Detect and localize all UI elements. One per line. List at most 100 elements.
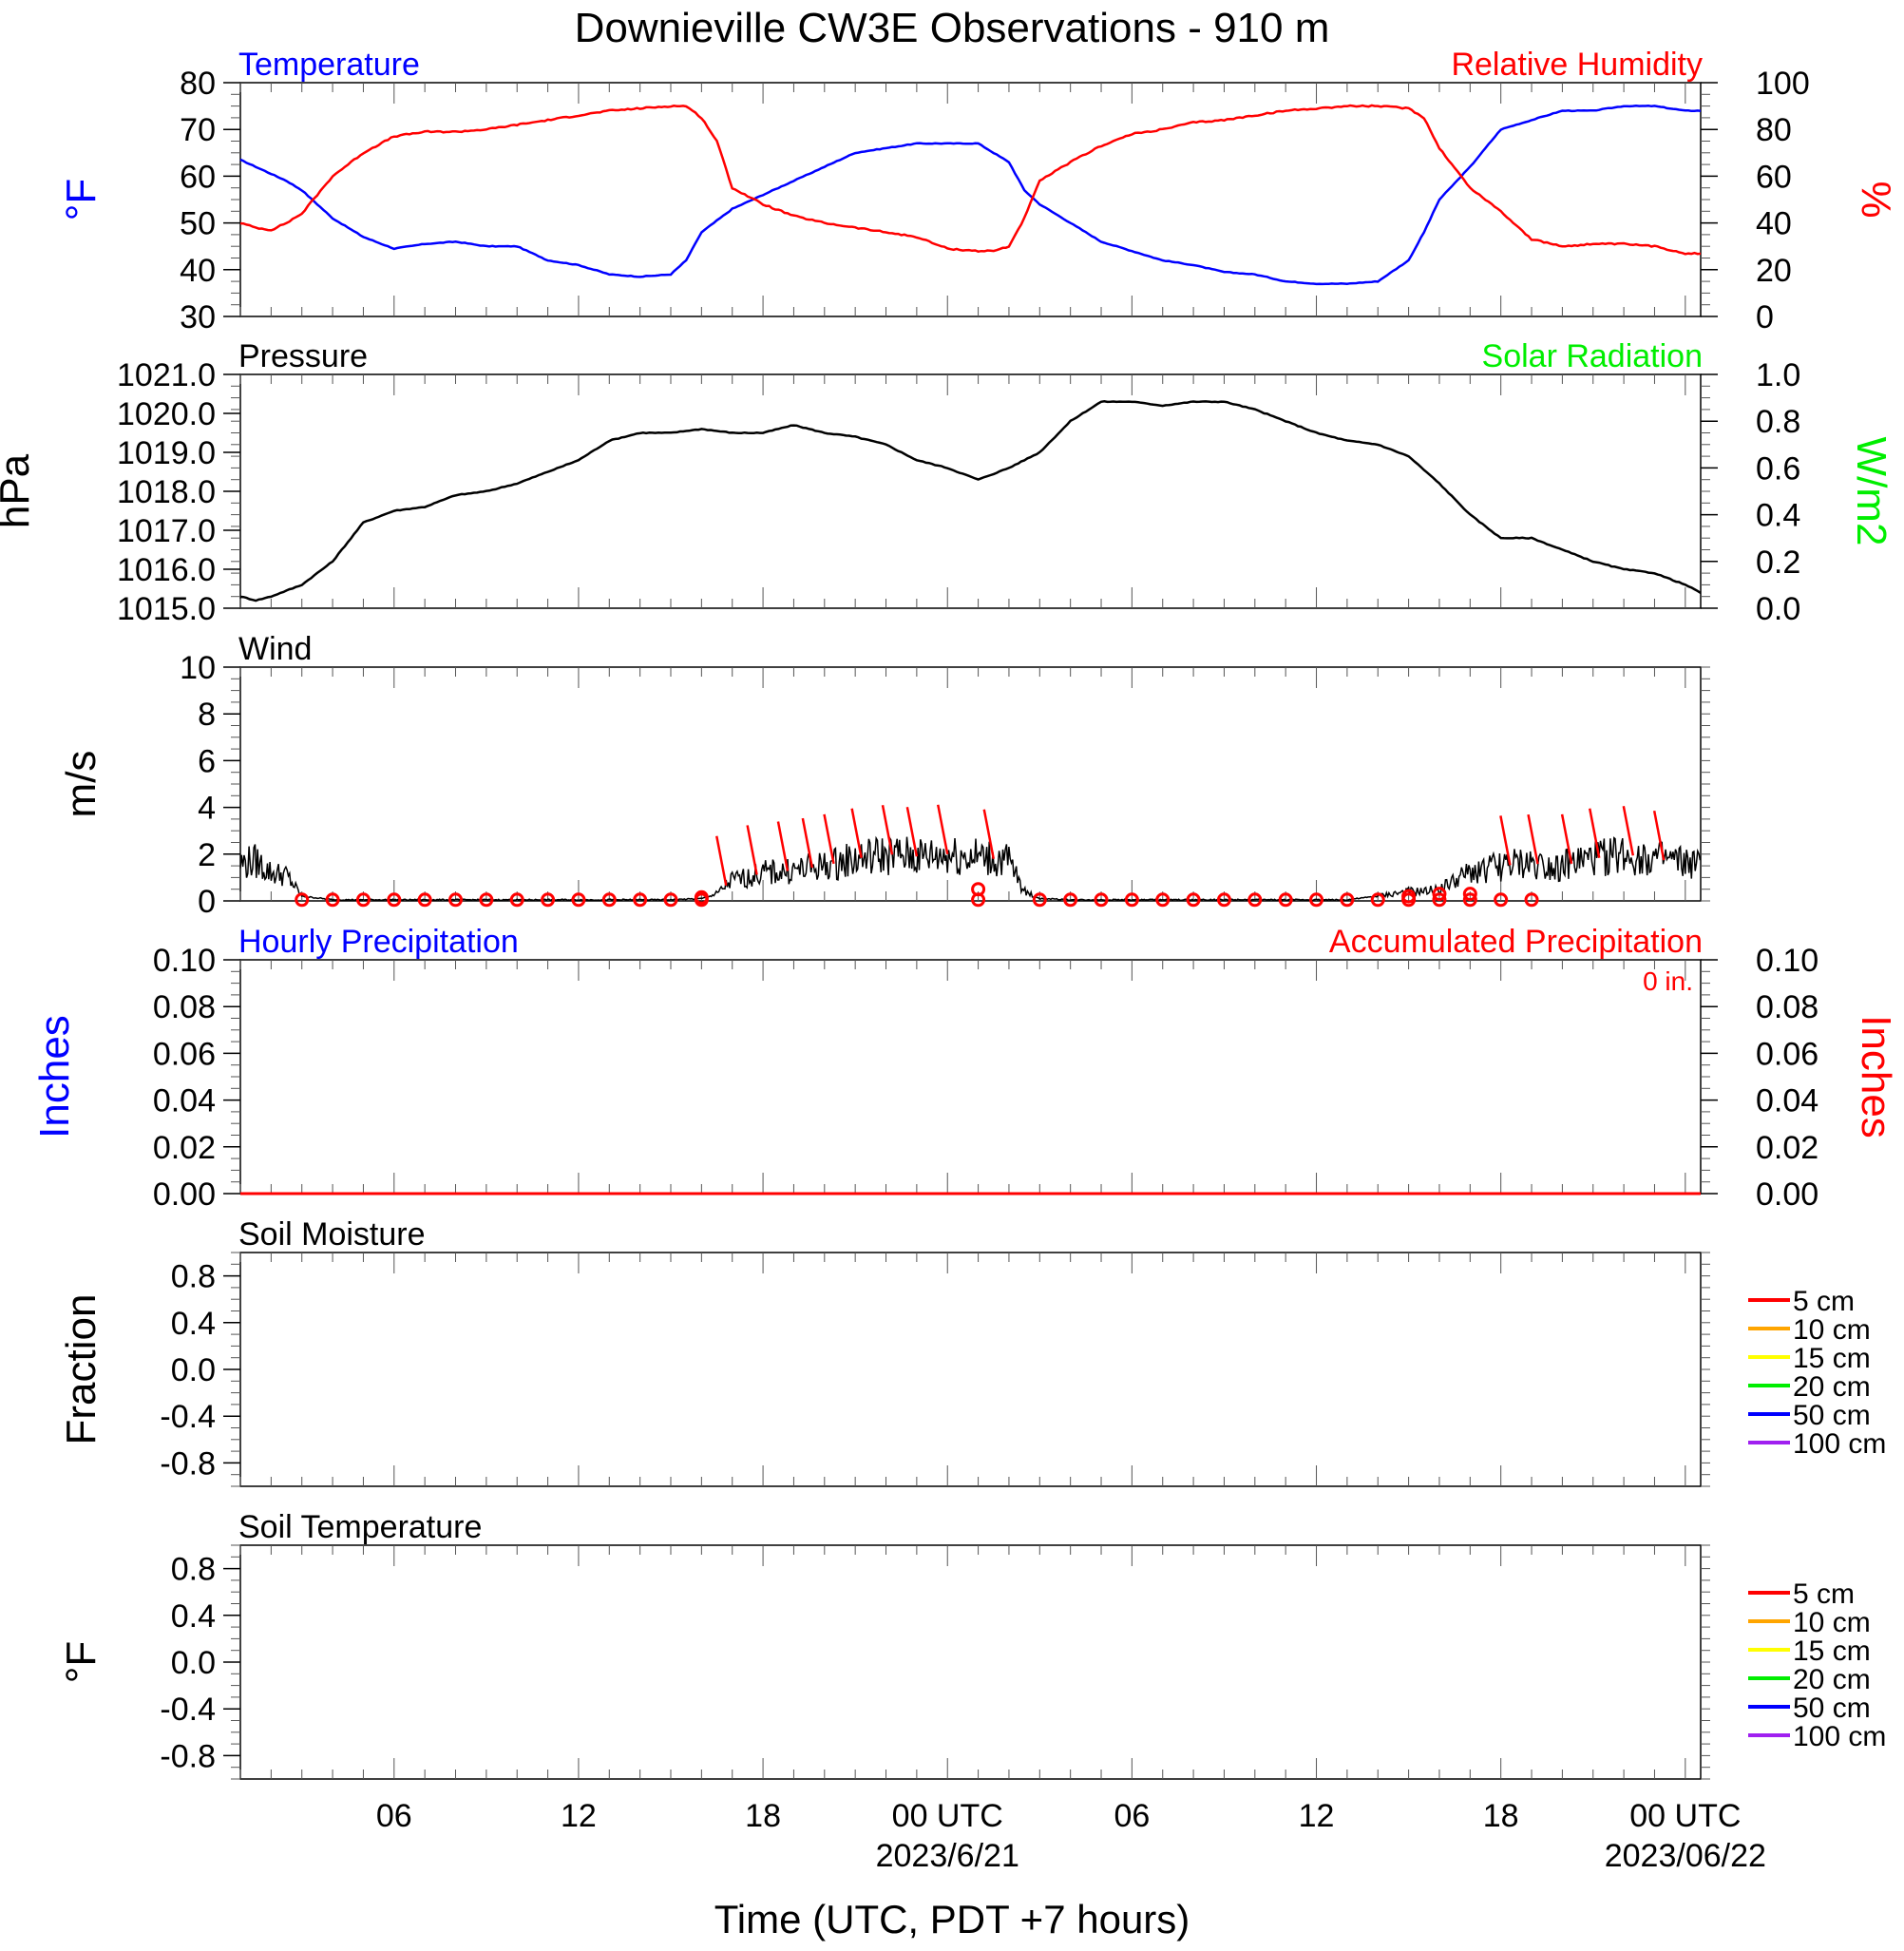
- panel-frame: [239, 82, 1702, 317]
- panel-frame: [239, 1252, 1702, 1487]
- calm-wind-marker: [1432, 892, 1447, 908]
- wind-barb: [1499, 815, 1512, 866]
- calm-wind-marker: [571, 892, 586, 908]
- y-axis-label-right: W/m2: [1848, 437, 1894, 546]
- y-tick-label-left: 0.08: [153, 989, 216, 1025]
- y-tick-label-left: 1016.0: [117, 552, 216, 588]
- calm-wind-marker: [663, 892, 678, 908]
- y-axis-label-left: Fraction: [58, 1294, 105, 1445]
- y-tick-label-right: 40: [1756, 206, 1792, 242]
- y-tick-label-left: 0: [198, 884, 216, 920]
- y-tick-label-left: 0.04: [153, 1083, 216, 1119]
- y-axis-label-left: Inches: [31, 1015, 78, 1138]
- y-tick-label-left: 60: [180, 159, 216, 195]
- calm-wind-marker: [1063, 892, 1078, 908]
- y-tick-label-right: 0.06: [1756, 1036, 1818, 1072]
- wind-barb: [1527, 813, 1539, 865]
- y-tick-label-left: 1021.0: [117, 357, 216, 393]
- wind-barb: [850, 808, 863, 858]
- calm-wind-marker: [1094, 892, 1109, 908]
- y-tick-label-left: 30: [180, 299, 216, 335]
- calm-wind-marker: [479, 892, 494, 908]
- y-tick-label-left: 6: [198, 743, 216, 779]
- wind-barb: [937, 804, 949, 855]
- y-tick-label-right: 60: [1756, 159, 1792, 195]
- legend-label: 15 cm: [1793, 1343, 1871, 1374]
- y-tick-label-left: 50: [180, 206, 216, 242]
- legend-label: 10 cm: [1793, 1607, 1871, 1638]
- y-tick-label-right: 0.6: [1756, 450, 1800, 487]
- panel-soil_moisture: -0.8 -0.4 0.0 0.4 0.8 Soil Moisture Fraction 5 …: [58, 1216, 1886, 1487]
- x-tick-label: 00 UTC: [892, 1798, 1003, 1834]
- y-tick-label-left: 70: [180, 112, 216, 148]
- y-axis-label-left: hPa: [0, 453, 38, 528]
- x-axis: 06 12 18 00 UTC 2023/6/21 06 12 18 00 UTC 2023/06…: [376, 1798, 1766, 1874]
- y-tick-label-left: 1018.0: [117, 474, 216, 510]
- calm-wind-marker: [387, 892, 402, 908]
- legend-label: 50 cm: [1793, 1400, 1871, 1431]
- panel-pressure: 1015.01016.01017.01018.01019.01020.01021…: [0, 338, 1894, 627]
- panel-frame: [239, 373, 1702, 609]
- panel-title-left: Temperature: [238, 47, 420, 83]
- wind-barb: [776, 821, 790, 871]
- wind-barb: [905, 807, 919, 857]
- y-tick-label-left: -0.8: [160, 1445, 216, 1482]
- x-tick-label: 06: [1114, 1798, 1150, 1834]
- y-tick-label-left: 0.00: [153, 1176, 216, 1213]
- y-tick-label-left: 0.0: [171, 1352, 216, 1388]
- y-tick-label-left: -0.8: [160, 1738, 216, 1774]
- panel-frame: [239, 1544, 1702, 1780]
- legend-label: 15 cm: [1793, 1635, 1871, 1667]
- y-tick-label-right: 0.02: [1756, 1130, 1818, 1166]
- panel-title-left: Soil Temperature: [238, 1509, 482, 1545]
- wind-marker: [694, 889, 709, 905]
- y-tick-label-right: 0.00: [1756, 1176, 1818, 1213]
- x-tick-date-label: 2023/06/22: [1605, 1838, 1766, 1874]
- series-line-pressure: [239, 400, 1702, 603]
- wind-barb: [746, 825, 758, 875]
- y-tick-label-left: 4: [198, 791, 216, 827]
- legend-label: 5 cm: [1793, 1578, 1855, 1610]
- chart-title: Downieville CW3E Observations - 910 m: [575, 5, 1330, 51]
- y-axis-label-left: m/s: [58, 751, 105, 818]
- calm-wind-marker: [1494, 892, 1509, 908]
- series-line-relative-humidity: [239, 104, 1702, 256]
- wind-barb: [1588, 808, 1601, 858]
- calm-wind-marker: [417, 892, 432, 908]
- x-tick-label: 00 UTC: [1629, 1798, 1741, 1834]
- y-tick-label-right: 0.4: [1756, 498, 1800, 534]
- calm-wind-marker: [355, 892, 371, 908]
- y-tick-label-left: 10: [180, 650, 216, 686]
- calm-wind-marker: [1124, 892, 1139, 908]
- wind-barb: [801, 817, 814, 869]
- x-tick-label: 12: [561, 1798, 597, 1834]
- y-tick-label-left: 80: [180, 66, 216, 102]
- calm-wind-marker: [1216, 892, 1231, 908]
- legend-label: 20 cm: [1793, 1664, 1871, 1695]
- y-axis-label-left: °F: [58, 179, 105, 220]
- y-tick-label-right: 80: [1756, 112, 1792, 148]
- calm-wind-marker: [1247, 892, 1263, 908]
- y-tick-label-left: 1015.0: [117, 591, 216, 627]
- x-axis-label: Time (UTC, PDT +7 hours): [714, 1897, 1190, 1941]
- wind-marker: [1462, 887, 1477, 902]
- calm-wind-marker: [541, 892, 556, 908]
- calm-wind-marker: [1278, 892, 1293, 908]
- calm-wind-marker: [1370, 892, 1385, 908]
- x-tick-date-label: 2023/6/21: [876, 1838, 1019, 1874]
- legend-label: 20 cm: [1793, 1371, 1871, 1403]
- y-tick-label-left: 0.8: [171, 1552, 216, 1588]
- y-tick-label-left: 0.8: [171, 1259, 216, 1295]
- wind-marker: [1432, 887, 1447, 902]
- y-tick-label-right: 0.0: [1756, 591, 1800, 627]
- wind-barb: [982, 809, 995, 859]
- wind-barb: [1560, 813, 1573, 865]
- y-tick-label-right: 1.0: [1756, 357, 1800, 393]
- calm-wind-marker: [1309, 892, 1324, 908]
- calm-wind-marker: [1155, 892, 1171, 908]
- y-tick-label-left: 0.4: [171, 1598, 216, 1635]
- calm-wind-marker: [325, 892, 340, 908]
- legend-label: 100 cm: [1793, 1428, 1886, 1460]
- calm-wind-marker: [1340, 892, 1355, 908]
